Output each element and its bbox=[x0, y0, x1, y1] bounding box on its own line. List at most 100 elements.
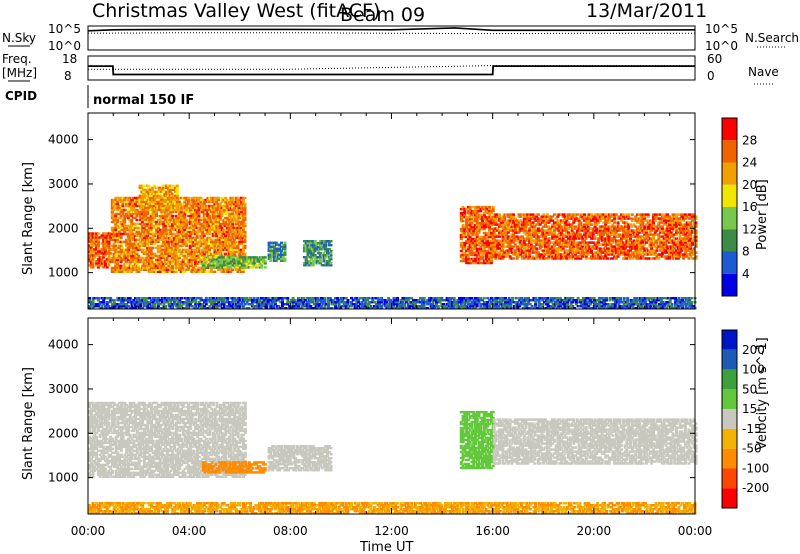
power-cells-cell bbox=[190, 198, 194, 202]
power-cells-cell bbox=[232, 254, 236, 258]
power-cells-cell bbox=[181, 230, 185, 234]
power-cells-cell bbox=[195, 206, 199, 210]
power-cells-cell bbox=[172, 240, 176, 244]
power-cells-cell bbox=[186, 226, 190, 230]
power-cells-cell bbox=[517, 247, 521, 250]
power-cells-cell bbox=[227, 252, 231, 256]
power-cells-cell bbox=[201, 248, 205, 252]
power-cells-cell bbox=[151, 262, 155, 266]
power-cells-cell bbox=[572, 249, 576, 252]
power-cells-cell bbox=[278, 245, 282, 248]
power-cells-cell bbox=[98, 236, 102, 239]
power-cells-cell bbox=[529, 235, 533, 238]
power-cells-cell bbox=[208, 196, 212, 200]
power-cells-cell bbox=[147, 224, 151, 228]
power-cells-cell bbox=[512, 213, 516, 216]
power-cells-cell bbox=[231, 222, 235, 226]
power-cells-cell bbox=[142, 234, 146, 238]
power-cells-cell bbox=[240, 224, 243, 228]
power-cells-cell bbox=[176, 234, 180, 238]
power-cells-cell bbox=[222, 236, 226, 240]
power-cells-cell bbox=[172, 194, 176, 197]
power-cells-cell bbox=[163, 250, 167, 254]
power-cells-cell bbox=[510, 225, 514, 228]
power-cells-cell bbox=[201, 242, 205, 246]
power-cells-cell bbox=[209, 218, 213, 222]
power-cells-cell bbox=[109, 234, 113, 237]
power-cells-cell bbox=[147, 240, 151, 244]
power-cells-cell bbox=[215, 234, 219, 238]
power-cells-cell bbox=[535, 255, 539, 258]
power-cells-cell bbox=[151, 190, 154, 193]
power-cells-cell bbox=[147, 232, 151, 236]
power-cells-cell bbox=[192, 258, 196, 262]
power-cells-cell bbox=[278, 255, 282, 258]
power-cells-cell bbox=[197, 196, 201, 200]
power-cells-cell bbox=[225, 202, 229, 206]
power-cells-cell bbox=[222, 198, 226, 202]
power-cells-cell bbox=[165, 192, 169, 195]
power-cells-cell bbox=[570, 243, 574, 246]
power-cells-cell bbox=[489, 209, 493, 213]
power-cells-cell bbox=[581, 217, 585, 220]
power-cells-cell bbox=[477, 243, 481, 247]
power-cells-cell bbox=[103, 262, 107, 265]
power-cells-cell bbox=[140, 256, 144, 260]
power-cells-cell bbox=[459, 207, 463, 211]
power-cells-cell bbox=[163, 196, 167, 199]
power-cells-cell bbox=[137, 222, 141, 226]
power-cells-cell bbox=[130, 236, 134, 240]
power-cells-cell bbox=[283, 247, 287, 250]
power-cells-cell bbox=[225, 254, 229, 258]
power-cells-cell bbox=[489, 227, 493, 231]
power-cells-cell bbox=[240, 266, 244, 269]
power-cells-cell bbox=[542, 237, 546, 240]
power-cells-cell bbox=[209, 206, 213, 210]
power-cells-cell bbox=[463, 209, 467, 213]
power-cells-cell bbox=[107, 248, 111, 251]
power-cells-cell bbox=[484, 261, 488, 265]
power-cells-cell bbox=[563, 229, 567, 232]
power-cells-cell bbox=[238, 254, 242, 258]
power-cells-cell bbox=[112, 204, 116, 208]
power-cells-cell bbox=[222, 240, 226, 244]
power-cells-cell bbox=[218, 238, 222, 242]
power-cells-cell bbox=[119, 266, 123, 270]
power-cells-cell bbox=[308, 260, 312, 263]
power-cells-cell bbox=[162, 270, 166, 273]
power-cells-cell bbox=[280, 259, 283, 262]
power-cells-cell bbox=[165, 200, 169, 203]
power-cells-cell bbox=[519, 215, 523, 218]
power-cells-cell bbox=[139, 268, 143, 271]
power-cells-cell bbox=[468, 215, 472, 219]
power-cells-cell bbox=[146, 238, 150, 242]
power-cells-cell bbox=[227, 208, 231, 212]
power-cells-cell bbox=[552, 235, 556, 238]
power-cells-cell bbox=[186, 260, 190, 264]
power-cells-cell bbox=[185, 222, 189, 226]
power-cells-cell bbox=[167, 236, 171, 240]
power-cells-cell bbox=[496, 251, 500, 254]
power-cells-cell bbox=[535, 223, 539, 226]
power-cells-cell bbox=[156, 186, 160, 189]
power-cells-cell bbox=[234, 248, 238, 252]
power-cells-cell bbox=[540, 229, 544, 232]
power-cells-cell bbox=[554, 237, 558, 240]
power-cells-cell bbox=[153, 206, 157, 210]
power-cells-cell bbox=[544, 247, 547, 250]
power-cells-cell bbox=[201, 270, 205, 273]
power-cells-cell bbox=[234, 220, 238, 224]
power-cells-cell bbox=[132, 208, 135, 212]
power-cells-cell bbox=[151, 206, 155, 210]
power-cells-cell bbox=[468, 207, 472, 211]
power-cells-cell bbox=[208, 264, 212, 267]
power-cells-cell bbox=[151, 200, 154, 203]
power-cells-cell bbox=[160, 262, 164, 266]
power-cells-cell bbox=[220, 228, 224, 232]
power-cells-cell bbox=[185, 226, 189, 230]
power-cells-cell bbox=[586, 223, 590, 226]
power-cells-cell bbox=[209, 246, 213, 250]
power-cells-cell bbox=[575, 243, 579, 246]
power-cells-cell bbox=[304, 250, 308, 253]
power-cells-cell bbox=[303, 264, 306, 267]
